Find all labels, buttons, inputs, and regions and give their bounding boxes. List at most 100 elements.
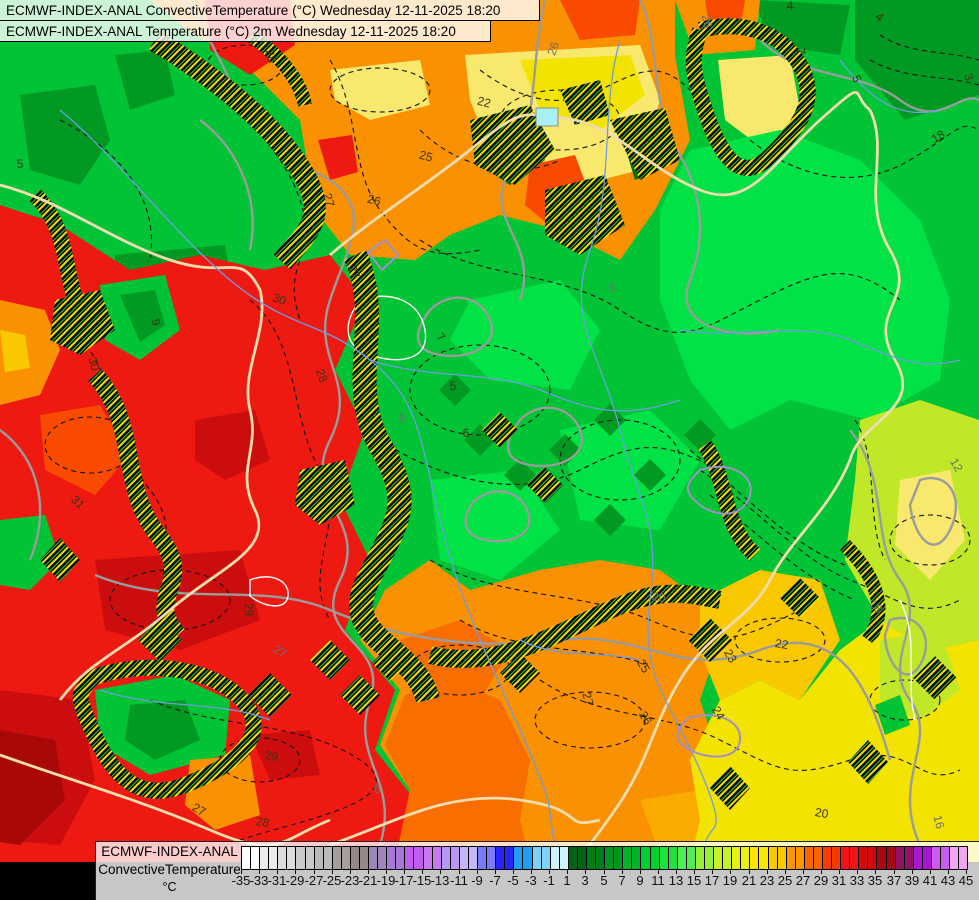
colorbar-cell bbox=[532, 847, 542, 869]
contour-label: 27 bbox=[320, 192, 337, 209]
tick-mark bbox=[930, 869, 931, 874]
tick-mark bbox=[712, 869, 713, 874]
tick-label: -33 bbox=[249, 873, 269, 888]
tick-mark bbox=[749, 869, 750, 874]
tick-mark bbox=[440, 869, 441, 874]
colorbar-cell bbox=[514, 847, 524, 869]
contour-label: 25 bbox=[634, 657, 653, 676]
tick-label: -31 bbox=[267, 873, 287, 888]
colorbar-cell bbox=[850, 847, 860, 869]
tick-mark bbox=[241, 869, 242, 874]
tick-label: 27 bbox=[795, 873, 811, 888]
colorbar-cell bbox=[605, 847, 615, 869]
colorbar-cell bbox=[677, 847, 687, 869]
tick-mark bbox=[803, 869, 804, 874]
colorbar-cell bbox=[459, 847, 469, 869]
contour-label: 29 bbox=[264, 748, 280, 764]
tick-label: 43 bbox=[940, 873, 956, 888]
tick-label: -35 bbox=[231, 873, 251, 888]
tick-label: 39 bbox=[904, 873, 920, 888]
contour-label: 22 bbox=[774, 636, 790, 652]
colorbar-cell bbox=[623, 847, 633, 869]
contour-label: 25 bbox=[418, 148, 435, 165]
colorbar-cell bbox=[832, 847, 842, 869]
colorbar-cell bbox=[468, 847, 479, 869]
colorbar-cell bbox=[260, 847, 270, 869]
tick-mark bbox=[948, 869, 949, 874]
colorbar-cell bbox=[668, 847, 678, 869]
tick-mark bbox=[912, 869, 913, 874]
contour-label: 30 bbox=[271, 290, 289, 308]
tick-mark bbox=[386, 869, 387, 874]
colorbar-cell bbox=[759, 847, 769, 869]
tick-mark bbox=[567, 869, 568, 874]
tick-mark bbox=[640, 869, 641, 874]
tick-label: -9 bbox=[471, 873, 483, 888]
colorbar-tick-labels: -35 -33 -31 -29 -27 -25 -23 -21 -19 -17 -15 -13 -11-… bbox=[232, 873, 974, 891]
tick-mark bbox=[259, 869, 260, 874]
colorbar-cell bbox=[505, 847, 515, 869]
colorbar-cell bbox=[350, 847, 361, 869]
tick-mark bbox=[332, 869, 333, 874]
tick-label: 29 bbox=[813, 873, 829, 888]
colorbar-cell bbox=[541, 847, 551, 869]
contour-label: 6 bbox=[374, 782, 381, 796]
tick-label: 21 bbox=[741, 873, 757, 888]
tick-label: -15 bbox=[412, 873, 432, 888]
contour-label: 6 bbox=[399, 411, 406, 425]
lake-outlines bbox=[366, 238, 752, 758]
contour-label: 5 bbox=[17, 157, 24, 171]
colorbar-cell bbox=[242, 847, 252, 869]
convective-contours bbox=[44, 34, 979, 841]
legend: ECMWF-INDEX-ANAL ConvectiveTemperature °… bbox=[95, 841, 979, 900]
title-bar: ECMWF-INDEX-ANAL ConvectiveTemperature (… bbox=[0, 0, 540, 42]
legend-units: °C bbox=[162, 880, 177, 894]
colorbar-cell bbox=[314, 847, 324, 869]
tick-mark bbox=[785, 869, 786, 874]
colorbar-cell bbox=[496, 847, 506, 869]
tick-label: 5 bbox=[600, 873, 608, 888]
legend-titles: ECMWF-INDEX-ANAL ConvectiveTemperature °… bbox=[96, 843, 243, 900]
tick-mark bbox=[730, 869, 731, 874]
tick-mark bbox=[368, 869, 369, 874]
contour-label: 28 bbox=[255, 814, 271, 830]
tick-label: 35 bbox=[867, 873, 883, 888]
colorbar-cell bbox=[341, 847, 351, 869]
colorbar-cell bbox=[659, 847, 669, 869]
tick-label: -11 bbox=[450, 873, 468, 888]
tick-label: -27 bbox=[304, 873, 324, 888]
tick-label: -1 bbox=[543, 873, 555, 888]
tick-mark bbox=[966, 869, 967, 874]
colorbar-cell bbox=[323, 847, 333, 869]
contour-label: 7 bbox=[793, 47, 808, 56]
tick-label: 7 bbox=[618, 873, 626, 888]
tick-label: 33 bbox=[849, 873, 865, 888]
colorbar-cell bbox=[768, 847, 778, 869]
legend-product-name: ECMWF-INDEX-ANAL bbox=[101, 844, 238, 859]
contour-label: 20 bbox=[651, 589, 667, 605]
tick-label: -21 bbox=[358, 873, 378, 888]
colorbar-cell bbox=[941, 847, 951, 869]
tick-label: -5 bbox=[507, 873, 519, 888]
contour-label: 24 bbox=[709, 704, 728, 723]
map-title-line2: ECMWF-INDEX-ANAL Temperature (°C) 2m Wed… bbox=[0, 21, 491, 42]
contour-label: 4 bbox=[787, 0, 794, 13]
colorbar-cell bbox=[813, 847, 823, 869]
colorbar-tickmarks bbox=[241, 869, 967, 874]
colorbar-cell bbox=[332, 847, 342, 869]
tick-label: -29 bbox=[285, 873, 305, 888]
contour-label: 6 bbox=[463, 426, 470, 440]
colorbar-cell bbox=[432, 847, 442, 869]
tick-label: -17 bbox=[394, 873, 414, 888]
colorbar-cell bbox=[823, 847, 833, 869]
tick-label: 17 bbox=[704, 873, 720, 888]
tick-label: 45 bbox=[958, 873, 974, 888]
colorbar bbox=[241, 846, 968, 870]
colorbar-cell bbox=[387, 847, 397, 869]
tick-mark bbox=[676, 869, 677, 874]
colorbar-cell bbox=[922, 847, 932, 869]
colorbar-cell bbox=[441, 847, 451, 869]
colorbar-cell bbox=[287, 847, 297, 869]
colorbar-cell bbox=[269, 847, 279, 869]
